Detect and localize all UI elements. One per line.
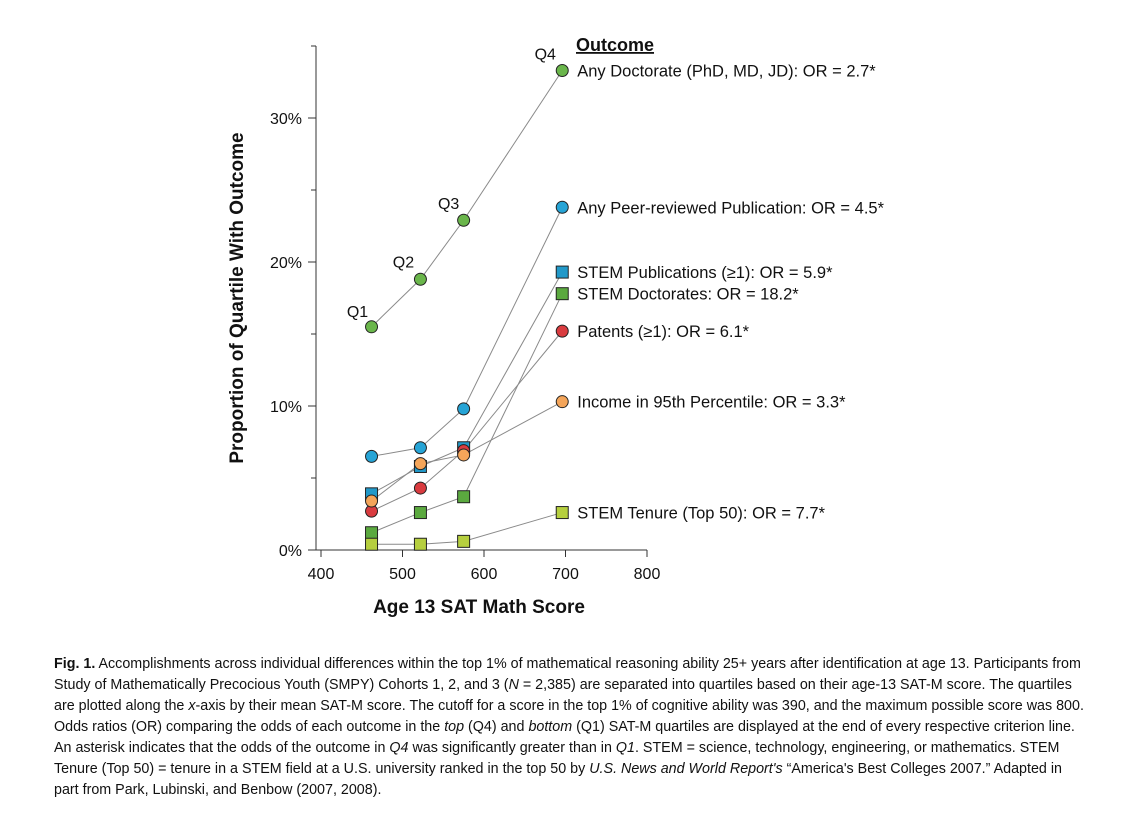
data-point-circle [413,481,427,495]
legend-title: Outcome [576,35,654,55]
data-point-circle [365,494,379,508]
chart-labels: Outcome Any Doctorate (PhD, MD, JD): OR =… [347,35,885,523]
data-point-circle [555,200,569,214]
data-point-circle [555,395,569,409]
data-point-square [457,534,471,548]
x-tick-label: 600 [471,566,498,583]
series-line [371,293,563,534]
caption-text-6: “America's Best Colleges 2007.” Adapted … [54,761,1062,798]
x-tick-label: 700 [552,566,579,583]
data-point-square [555,265,569,279]
data-point-square [555,506,569,520]
series-label: Any Peer-reviewed Publication: OR = 4.5* [577,199,884,217]
data-point-circle [457,448,471,462]
data-point-circle [555,63,569,77]
caption-q4-a: (Q4) and [464,719,529,735]
caption-n-var: N [508,677,519,693]
series-label: STEM Tenure (Top 50): OR = 7.7* [577,505,825,523]
series-line [371,271,563,495]
caption-top: top [444,719,465,735]
series-label: Income in 95th Percentile: OR = 3.3* [577,394,846,412]
series-line [371,401,563,502]
caption-publication: U.S. News and World Report's [589,761,783,777]
caption-x-var: x [188,698,196,714]
data-point-square [413,506,427,520]
data-point-circle [457,402,471,416]
caption-text-2: = 2,385) are separated into quartiles ba… [54,677,1072,714]
series-label: Any Doctorate (PhD, MD, JD): OR = 2.7* [577,62,876,80]
caption-q1-a: (Q1) SAT-M quartiles are displayed at th… [54,719,1075,756]
data-point-square [457,490,471,504]
series-markers [365,63,569,551]
outcomes-chart: 0% 10% 20% 30% 400 500 600 700 800 Age 13 SAT Mat… [227,35,885,618]
figure-caption: Fig. 1. Accomplishments across individua… [54,654,1084,801]
quartile-label: Q1 [347,304,368,321]
x-tick-label: 800 [634,566,661,583]
data-point-circle [413,457,427,471]
series-lines [371,70,563,545]
caption-q1-b: Q1 [615,740,635,756]
y-tick-label: 10% [270,399,302,416]
x-axis-title: Age 13 SAT Math Score [373,597,585,618]
caption-text-4: was significantly greater than in [408,740,616,756]
caption-text-1: Accomplishments across individual differ… [54,656,1081,693]
caption-text-5: . STEM = science, technology, engineerin… [54,740,1060,777]
quartile-label: Q3 [438,196,459,213]
series-label: STEM Doctorates: OR = 18.2* [577,286,799,304]
caption-text-3: -axis by their mean SAT-M score. The cut… [54,698,1084,735]
data-point-circle [555,324,569,338]
y-tick-label: 0% [279,543,302,560]
series-line [371,330,563,512]
series-label: STEM Publications (≥1): OR = 5.9* [577,264,833,282]
y-tick-label: 30% [270,111,302,128]
y-axis-title: Proportion of Quartile With Outcome [227,132,248,463]
x-tick-label: 500 [389,566,416,583]
data-point-circle [365,449,379,463]
data-point-square [555,287,569,301]
data-point-square [365,526,379,540]
series-line [371,512,563,545]
y-tick-label: 20% [270,255,302,272]
series-line [371,70,563,328]
x-tick-label: 400 [308,566,335,583]
data-point-square [413,537,427,551]
data-point-circle [413,441,427,455]
quartile-label: Q4 [535,46,556,63]
chart-axes: 0% 10% 20% 30% 400 500 600 700 800 Age 13 SAT Mat… [227,45,661,618]
caption-q4-b: Q4 [389,740,409,756]
data-point-circle [413,272,427,286]
series-label: Patents (≥1): OR = 6.1* [577,323,749,341]
quartile-label: Q2 [393,254,414,271]
data-point-circle [365,320,379,334]
caption-fig-label: Fig. 1. [54,656,96,672]
data-point-square [365,537,379,551]
data-point-circle [457,213,471,227]
caption-bottom: bottom [528,719,573,735]
series-line [371,207,563,457]
